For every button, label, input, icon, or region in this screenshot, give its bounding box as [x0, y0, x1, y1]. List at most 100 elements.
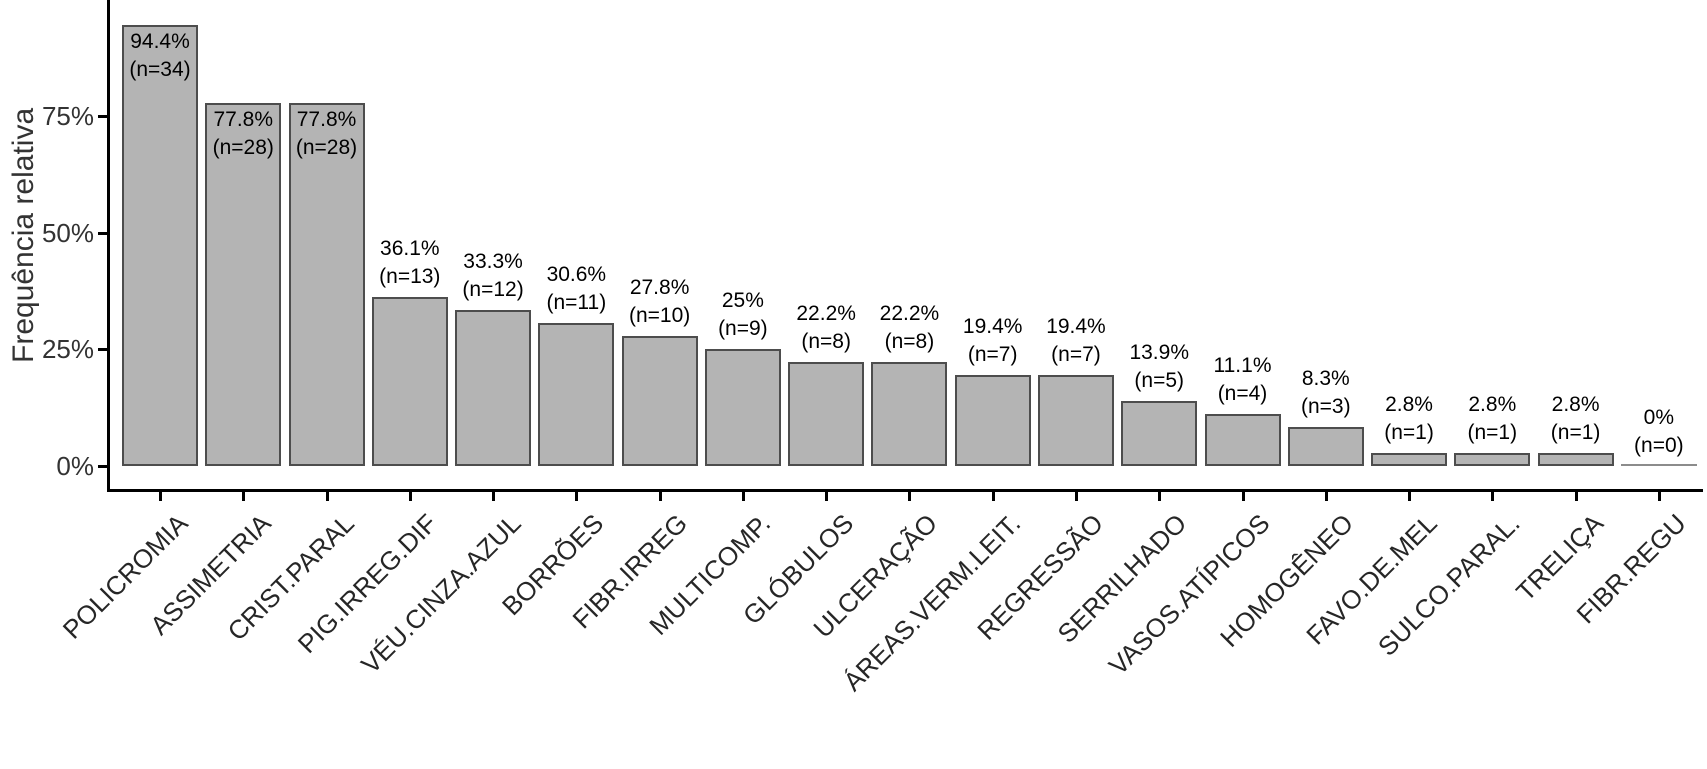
- bar-percent: 25%: [721, 289, 764, 312]
- bar-percent: 2.8%: [1385, 393, 1433, 416]
- x-axis-tick: [908, 492, 912, 501]
- y-axis-tick-label: 75%: [41, 100, 94, 131]
- x-axis-tick: [492, 492, 496, 501]
- y-axis-line: [107, 0, 110, 492]
- bar-policromia: [122, 25, 198, 466]
- bar-ulceração: [871, 362, 948, 466]
- bar-value-label: 19.4% (n=7): [1001, 313, 1151, 369]
- bar-véu.cinza.azul: [455, 310, 532, 466]
- bar-percent: 77.8%: [296, 108, 357, 131]
- x-axis-tick: [1657, 492, 1661, 501]
- y-axis-tick-label: 50%: [41, 217, 94, 248]
- y-axis-tick-label: 25%: [41, 334, 94, 365]
- bar-value-label: 77.8% (n=28): [168, 106, 318, 162]
- bar-count: (n=28): [295, 136, 358, 159]
- bar-percent: 2.8%: [1468, 393, 1517, 416]
- x-axis-tick: [575, 492, 579, 501]
- bar-value-label: 27.8% (n=10): [585, 274, 735, 330]
- bar-count: (n=3): [1300, 395, 1351, 418]
- bar-value-label: 33.3% (n=12): [418, 248, 568, 304]
- bar-value-label: 13.9% (n=5): [1084, 339, 1234, 395]
- bar-count: (n=12): [462, 278, 524, 301]
- bar-percent: 19.4%: [1046, 315, 1106, 338]
- y-axis-tick: [98, 114, 107, 118]
- x-axis-tick: [242, 492, 246, 501]
- bar-serrilhado: [1121, 401, 1198, 466]
- bar-pig.irreg.dif: [371, 297, 448, 466]
- x-axis-tick: [1324, 492, 1328, 501]
- x-axis-tick: [325, 492, 329, 501]
- bar-áreas.verm.leit.: [954, 375, 1031, 466]
- bar-percent: 77.8%: [213, 108, 274, 131]
- bar-value-label: 19.4% (n=7): [918, 313, 1068, 369]
- bar-percent: 22.2%: [879, 302, 940, 325]
- bar-percent: 30.6%: [546, 263, 607, 286]
- x-axis-tick: [408, 492, 412, 501]
- x-axis-tick: [741, 492, 745, 501]
- bar-count: (n=13): [379, 265, 441, 288]
- bar-count: (n=5): [1134, 369, 1185, 392]
- y-axis-tick: [98, 465, 107, 468]
- bar-percent: 11.1%: [1213, 354, 1272, 377]
- bar-count: (n=8): [884, 330, 935, 353]
- bar-count: (n=1): [1384, 421, 1434, 444]
- bar-value-label: 22.2% (n=8): [834, 300, 984, 356]
- bar-fibr.irreg: [621, 336, 698, 466]
- bar-percent: 27.8%: [629, 276, 690, 299]
- bar-vasos.atípicos: [1204, 414, 1281, 466]
- x-axis-tick: [1074, 492, 1078, 501]
- x-axis-tick: [1491, 492, 1495, 501]
- bar-count: (n=1): [1550, 421, 1601, 444]
- bar-glóbulos: [788, 362, 865, 466]
- bar-value-label: 2.8% (n=1): [1417, 391, 1567, 447]
- bar-value-label: 2.8% (n=1): [1501, 391, 1651, 447]
- bar-percent: 36.1%: [380, 237, 440, 260]
- bar-value-label: 8.3% (n=3): [1251, 365, 1401, 421]
- bar-value-label: 0% (n=0): [1584, 404, 1707, 460]
- bar-crist.paral: [288, 103, 365, 466]
- bar-percent: 22.2%: [796, 302, 856, 325]
- y-axis-tick: [98, 348, 107, 352]
- bar-assimetria: [205, 103, 282, 466]
- bar-treliça: [1537, 453, 1614, 466]
- bar-value-label: 77.8% (n=28): [252, 106, 402, 162]
- x-axis-line: [107, 489, 1703, 492]
- bar-borrões: [538, 323, 615, 466]
- bar-percent: 8.3%: [1301, 367, 1350, 390]
- bar-percent: 19.4%: [962, 315, 1023, 338]
- x-axis-tick: [1158, 492, 1162, 501]
- bar-value-label: 30.6% (n=11): [501, 261, 651, 317]
- bar-count: (n=7): [967, 343, 1018, 366]
- x-axis-tick: [1241, 492, 1245, 501]
- bar-count: (n=10): [628, 304, 691, 327]
- bar-count: (n=4): [1217, 382, 1268, 405]
- bar-percent: 2.8%: [1551, 393, 1600, 416]
- bar-count: (n=34): [129, 58, 191, 81]
- bar-regressão: [1037, 375, 1114, 466]
- bar-count: (n=28): [212, 136, 274, 159]
- x-axis-tick: [1574, 492, 1578, 501]
- bar-count: (n=8): [801, 330, 851, 353]
- bar-percent: 94.4%: [130, 30, 190, 53]
- y-axis-tick-label: 0%: [56, 451, 94, 481]
- bar-value-label: 36.1% (n=13): [335, 235, 485, 291]
- x-axis-tick: [159, 492, 162, 501]
- bar-multicomp.: [704, 349, 781, 466]
- bar-count: (n=9): [718, 317, 768, 340]
- bar-favo.de.mel: [1371, 453, 1448, 466]
- x-axis-tick: [1408, 492, 1412, 501]
- bar-value-label: 11.1% (n=4): [1168, 352, 1318, 408]
- bar-count: (n=11): [546, 291, 607, 314]
- bar-percent: 33.3%: [463, 250, 523, 273]
- bar-value-label: 25% (n=9): [668, 287, 818, 343]
- bar-fibr.regu: [1620, 464, 1697, 466]
- bar-count: (n=0): [1634, 434, 1684, 457]
- bar-count: (n=7): [1051, 343, 1101, 366]
- x-axis-label: SULCO.PARAL.: [1371, 508, 1526, 662]
- bar-percent: 0%: [1643, 406, 1675, 429]
- bar-homogêneo: [1287, 427, 1364, 466]
- bar-percent: 13.9%: [1129, 341, 1189, 364]
- x-axis-tick: [825, 492, 829, 501]
- bar-sulco.paral.: [1454, 453, 1531, 466]
